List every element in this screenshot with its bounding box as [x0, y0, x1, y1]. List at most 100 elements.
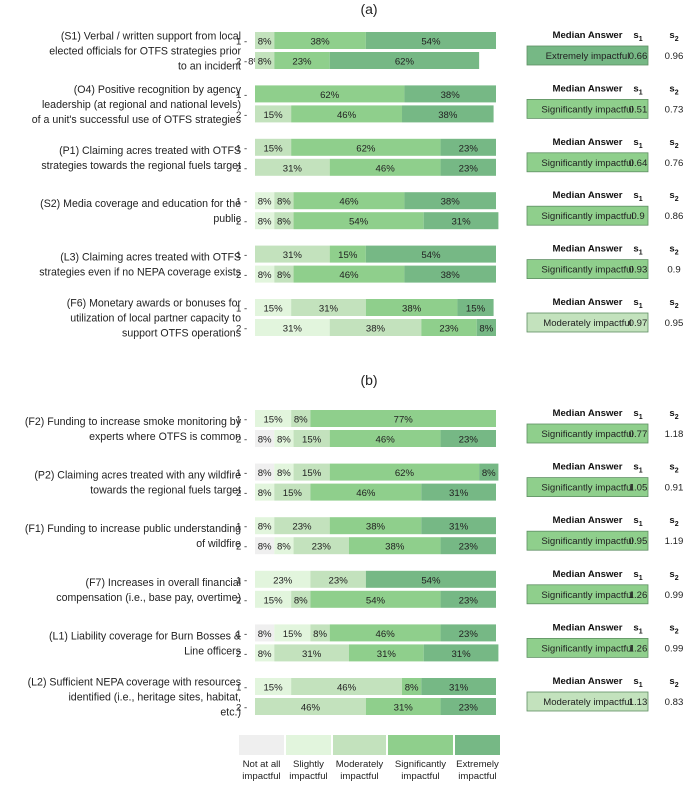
bar-segment-label: 15% — [302, 435, 322, 446]
bar-segment-significantly-impactful — [274, 32, 366, 49]
bar-segment-significantly-impactful — [348, 537, 441, 555]
bar-segment-label: 31% — [283, 250, 303, 261]
bar-segment-label: 62% — [356, 143, 376, 154]
bar-segment-slightly-impactful — [255, 678, 292, 695]
bar-segment-label: 15% — [466, 304, 486, 315]
bar-segment-moderately-impactful — [255, 158, 330, 176]
s2-header-subscript: 2 — [675, 250, 679, 257]
s1-header-subscript: 1 — [639, 575, 643, 582]
s2-value: 0.91 — [665, 483, 684, 494]
s1-value: 1.26 — [629, 643, 648, 654]
item-label-line: of a unit's successful use of OTFS strat… — [32, 114, 241, 126]
s1-value: 0.64 — [629, 158, 648, 169]
bar-segment-label: 62% — [395, 468, 415, 479]
median-header: Median Answer — [552, 297, 622, 308]
bar-segment-extremely-impactful — [440, 158, 496, 176]
bar-segment-label: 8% — [277, 435, 291, 446]
bar-segment-label: 8% — [258, 197, 272, 208]
row-tick-label: 2 - — [236, 703, 247, 714]
median-header: Median Answer — [552, 244, 622, 255]
median-answer-text: Significantly impactful — [541, 211, 633, 222]
s2-value: 0.95 — [665, 318, 684, 329]
bar-segment-label: 23% — [292, 57, 312, 68]
item-label-line: compensation (i.e., base pay, overtime) — [56, 592, 241, 604]
legend-swatch — [239, 735, 284, 755]
item-label-line: (S1) Verbal / written support from local — [61, 31, 241, 43]
s1-header-subscript: 1 — [639, 521, 643, 528]
s2-header: s2 — [669, 297, 678, 310]
bar-segment-label: 46% — [376, 163, 396, 174]
s2-header-subscript: 2 — [675, 628, 679, 635]
bar-segment-label: 8% — [258, 488, 272, 499]
s2-header-subscript: 2 — [675, 575, 679, 582]
bar-segment-label: 23% — [459, 435, 479, 446]
bar-segment-label: 46% — [339, 197, 359, 208]
bar-segment-label: 23% — [439, 324, 459, 335]
row-tick-label: 2 - — [236, 649, 247, 660]
legend-label: Not at all — [243, 759, 281, 770]
bar-segment-extremely-impactful — [365, 570, 496, 588]
median-header: Median Answer — [552, 408, 622, 419]
s2-header: s2 — [669, 408, 678, 421]
bar-segment-moderately-impactful — [255, 105, 292, 123]
s1-header-subscript: 1 — [639, 250, 643, 257]
bar-segment-moderately-impactful — [291, 299, 366, 316]
bar-segment-label: 38% — [438, 110, 458, 121]
bar-segment-extremely-impactful — [423, 644, 499, 662]
bar-segment-label: 23% — [459, 629, 479, 640]
median-answer-text: Significantly impactful — [541, 429, 633, 440]
bar-segment-label: 31% — [449, 683, 469, 694]
bar-segment-slightly-impactful — [255, 644, 275, 662]
bar-segment-label: 54% — [421, 250, 441, 261]
s1-header: s1 — [633, 30, 642, 43]
bar-segment-moderately-impactful — [293, 537, 349, 555]
s2-value: 1.19 — [665, 536, 684, 547]
row-tick-label: 1 - — [236, 683, 247, 694]
bar-segment-label: 31% — [451, 649, 471, 660]
s1-header-subscript: 1 — [639, 468, 643, 475]
median-answer-text: Significantly impactful — [541, 536, 633, 547]
bar-segment-moderately-impactful — [329, 319, 422, 336]
s1-value: 0.9 — [631, 211, 644, 222]
bar-segment-extremely-impactful — [421, 517, 496, 535]
bar-segment-extremely-impactful — [423, 212, 499, 230]
bar-segment-significantly-impactful — [421, 319, 477, 336]
bar-segment-label: 8% — [277, 197, 291, 208]
bar-segment-label: 46% — [337, 110, 357, 121]
bar-segment-slightly-impactful — [274, 463, 294, 481]
item-label-line: strategies towards the regional fuels ta… — [41, 160, 241, 172]
row-tick-label: 1 - — [236, 197, 247, 208]
bar-segment-slightly-impactful — [274, 537, 294, 555]
s1-value: 0.66 — [629, 51, 648, 62]
median-header: Median Answer — [552, 622, 622, 633]
bar-segment-label: 8% — [258, 37, 272, 48]
bar-segment-significantly-impactful — [365, 698, 441, 715]
median-answer-text: Significantly impactful — [541, 483, 633, 494]
bar-segment-label: 54% — [421, 37, 441, 48]
item-label-line: (O4) Positive recognition by agency — [74, 84, 242, 96]
bar-segment-label: 38% — [385, 542, 405, 553]
bar-segment-significantly-impactful — [274, 52, 330, 69]
bar-segment-label: 31% — [377, 649, 397, 660]
item-label-line: utilization of local partner capacity to — [70, 313, 241, 325]
row-tick-label: 1 - — [236, 250, 247, 261]
bar-segment-significantly-impactful — [329, 158, 441, 176]
bar-segment-extremely-impactful — [457, 299, 494, 316]
row-tick-label: 2 - — [236, 57, 247, 68]
median-header: Median Answer — [552, 569, 622, 580]
bar-segment-label: 38% — [441, 197, 461, 208]
median-answer-box — [526, 152, 649, 173]
s2-header-subscript: 2 — [675, 682, 679, 689]
median-header: Median Answer — [552, 190, 622, 201]
bar-segment-label: 8% — [313, 629, 327, 640]
bar-segment-moderately-impactful — [255, 52, 275, 69]
bar-segment-label: 54% — [421, 575, 441, 586]
bar-segment-label: 8% — [258, 217, 272, 228]
bar-segment-significantly-impactful — [329, 430, 441, 447]
median-header: Median Answer — [552, 30, 622, 41]
legend-swatch — [388, 735, 453, 755]
s2-header-subscript: 2 — [675, 89, 679, 96]
s1-header-subscript: 1 — [639, 682, 643, 689]
item-label-line: (L3) Claiming acres treated with OTFS — [60, 252, 241, 264]
median-answer-box — [526, 691, 649, 712]
